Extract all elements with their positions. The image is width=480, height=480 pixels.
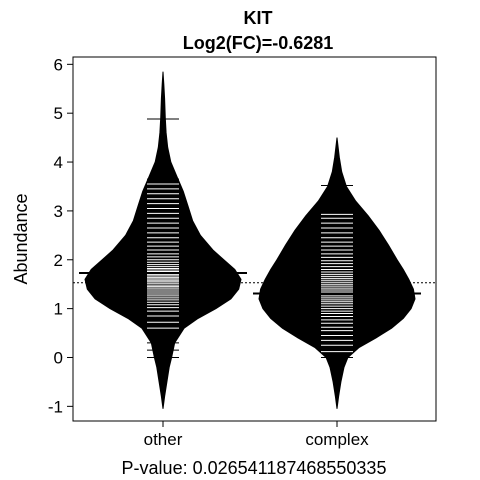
beans-layer: [73, 71, 436, 409]
y-tick-label: 0: [54, 348, 63, 367]
plot-frame: [72, 56, 437, 422]
chart-title: KIT: [244, 8, 273, 28]
x-axis-label: P-value: 0.026541187468550335: [122, 458, 387, 478]
y-tick-label: 2: [54, 251, 63, 270]
bean-complex: [258, 137, 416, 409]
y-axis-label: Abundance: [11, 193, 31, 284]
x-axis: other complex: [144, 421, 369, 449]
y-tick-label: 4: [54, 153, 63, 172]
y-tick-label: 6: [54, 55, 63, 74]
x-tick-label: complex: [305, 430, 369, 449]
y-tick-label: 5: [54, 104, 63, 123]
chart-subtitle: Log2(FC)=-0.6281: [183, 33, 334, 53]
bean-other: [84, 71, 242, 409]
y-tick-label: -1: [48, 397, 63, 416]
y-axis: -1 0 1 2 3 4 5 6: [48, 55, 73, 416]
y-tick-label: 1: [54, 300, 63, 319]
x-tick-label: other: [144, 430, 183, 449]
y-tick-label: 3: [54, 202, 63, 221]
